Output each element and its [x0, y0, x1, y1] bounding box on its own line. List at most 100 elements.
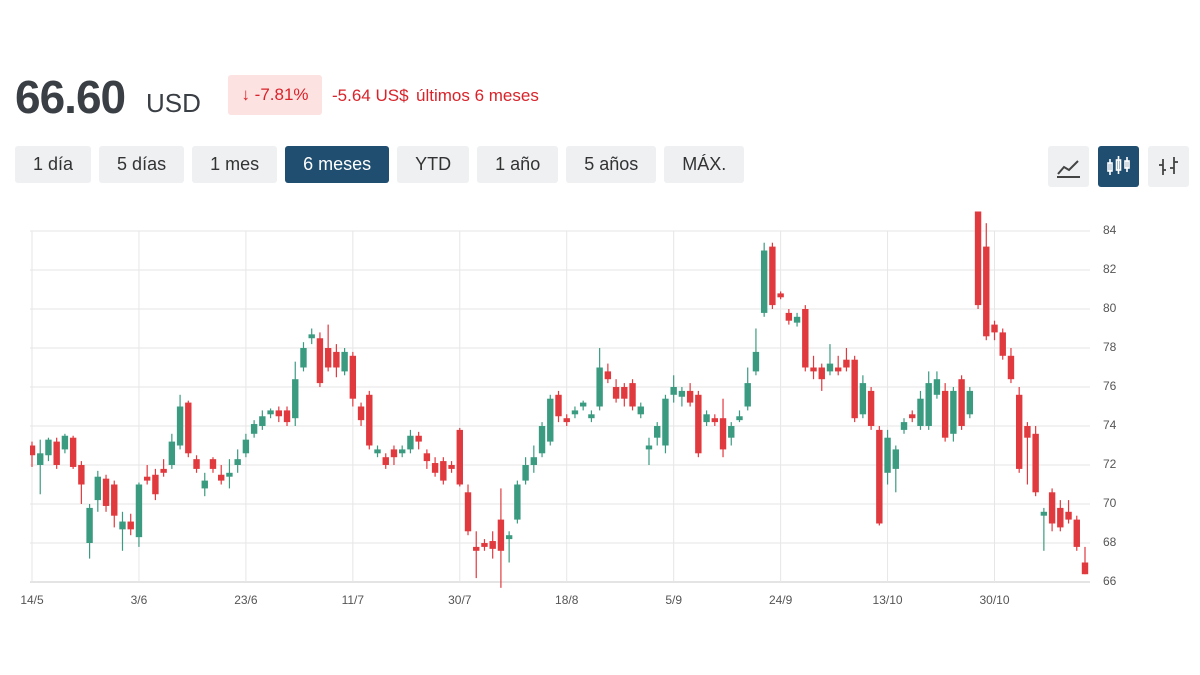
line-chart-button[interactable] [1048, 146, 1089, 187]
candle-body [53, 441, 60, 465]
candle-body [983, 246, 990, 337]
candle-body [242, 439, 250, 454]
x-tick-label: 18/8 [555, 593, 579, 607]
candle-body [481, 543, 488, 547]
candle-body [152, 474, 159, 495]
ohlc-chart-button[interactable] [1148, 146, 1189, 187]
candle-body [678, 390, 686, 397]
candle-body [744, 383, 751, 407]
candle-body [719, 418, 727, 450]
candle-body [654, 426, 661, 438]
candle-body [917, 398, 924, 426]
candle-body [1065, 511, 1072, 520]
candle-body [670, 387, 677, 395]
range-button[interactable]: MÁX. [664, 146, 745, 183]
candle-body [538, 426, 546, 454]
candle-body [497, 519, 505, 551]
candle-body [563, 418, 570, 423]
candle-body [193, 459, 200, 469]
candle-body [826, 363, 834, 372]
candle-body [431, 463, 439, 473]
candle-chart-button[interactable] [1098, 146, 1139, 187]
candle-body [275, 410, 282, 417]
x-tick-label: 23/6 [234, 593, 258, 607]
candle-body [209, 459, 217, 469]
candle-body [941, 390, 949, 438]
candle-body [818, 367, 825, 380]
y-tick-label: 72 [1103, 457, 1117, 471]
candle-body [1081, 562, 1089, 575]
candle-body [234, 459, 241, 465]
candle-body [226, 472, 233, 477]
candle-body [645, 445, 653, 450]
range-button[interactable]: 5 años [566, 146, 657, 183]
candle-body [760, 250, 768, 313]
candle-body [415, 435, 422, 442]
candles [30, 211, 1089, 588]
candle-body [333, 351, 340, 368]
candle-body [292, 379, 299, 419]
candle-body [802, 309, 809, 368]
candle-body [300, 348, 307, 368]
candle-body [464, 492, 472, 532]
candle-body [530, 457, 538, 465]
candle-body [1007, 355, 1015, 380]
range-button[interactable]: 6 meses [285, 146, 390, 183]
candle-body [423, 453, 431, 462]
y-tick-label: 80 [1103, 301, 1117, 315]
candle-body [999, 332, 1006, 356]
range-button[interactable]: 1 año [477, 146, 559, 183]
change-badge: ↓ -7.81% [228, 75, 322, 115]
candle-body [349, 355, 357, 399]
y-tick-label: 68 [1103, 535, 1117, 549]
range-button[interactable]: 1 día [15, 146, 92, 183]
x-tick-label: 14/5 [20, 593, 44, 607]
candle-body [933, 379, 941, 395]
candle-body [1057, 507, 1064, 528]
candle-body [703, 414, 710, 423]
candle-body [324, 348, 332, 368]
candle-body [45, 439, 52, 456]
candle-body [752, 351, 760, 372]
range-button[interactable]: 1 mes [192, 146, 278, 183]
candle-body [30, 445, 36, 456]
candle-body [843, 359, 850, 368]
candle-body [588, 414, 595, 419]
candle-body [119, 521, 126, 530]
candle-body [341, 351, 348, 372]
y-tick-label: 74 [1103, 418, 1117, 432]
candle-body [835, 367, 842, 372]
candle-body [201, 480, 208, 489]
candle-body [176, 406, 184, 446]
y-tick-label: 78 [1103, 340, 1117, 354]
candle-body [695, 394, 702, 454]
range-button[interactable]: 5 días [99, 146, 185, 183]
candle-body [456, 429, 463, 485]
candle-body [736, 416, 743, 421]
candle-body [267, 410, 274, 415]
change-abs: -5.64 US$ [332, 86, 409, 105]
candle-body [111, 484, 118, 516]
candle-body [579, 402, 587, 407]
candle-body [637, 406, 644, 415]
range-button[interactable]: YTD [397, 146, 470, 183]
candle-body [1040, 511, 1048, 516]
period-text: últimos 6 meses [416, 86, 539, 105]
candle-body [604, 371, 612, 380]
candle-body [102, 478, 110, 506]
candle-body [555, 394, 562, 417]
candle-body [1024, 426, 1031, 438]
candle-body [316, 338, 324, 384]
x-tick-label: 5/9 [665, 593, 682, 607]
candle-body [390, 449, 398, 458]
candle-body [514, 484, 521, 520]
candle-body [250, 424, 258, 434]
change-pct: -7.81% [254, 85, 309, 104]
candle-body [69, 437, 77, 467]
candle-body [127, 521, 134, 530]
candle-body [867, 390, 875, 426]
x-tick-label: 24/9 [769, 593, 793, 607]
candle-body [686, 390, 694, 403]
candle-body [185, 402, 192, 454]
candle-body [769, 246, 776, 306]
